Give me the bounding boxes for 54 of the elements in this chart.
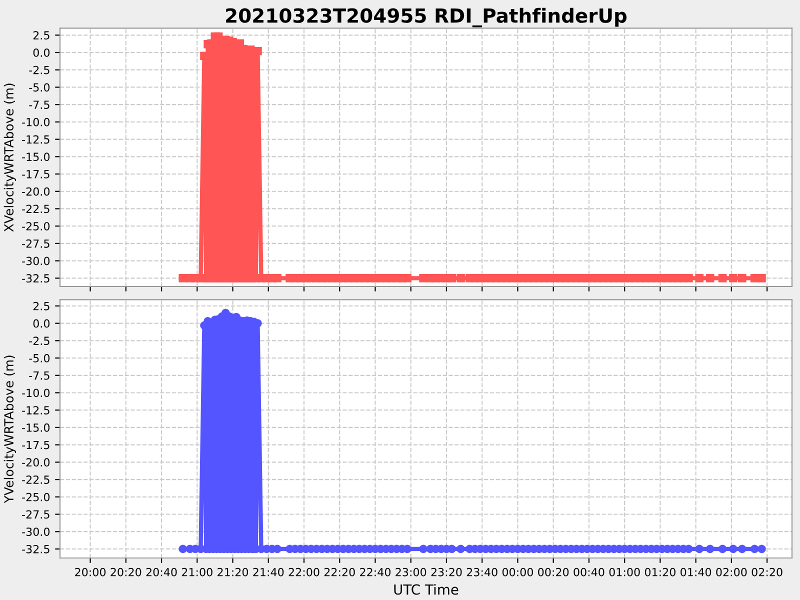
x-tick-label: 21:00 <box>182 568 212 576</box>
chart-title: 20210323T204955 RDI_PathfinderUp <box>226 8 627 28</box>
y-tick-label: -10.0 <box>22 388 50 398</box>
y-tick-label: -2.5 <box>29 66 50 74</box>
x-tick-label: 22:40 <box>360 568 391 576</box>
x-axis-title: UTC Time <box>394 584 458 595</box>
y-tick-label: -12.5 <box>22 135 50 144</box>
y-tick-label: 0.0 <box>33 319 50 328</box>
y-tick-label: -27.5 <box>22 239 50 248</box>
x-tick-label: 22:00 <box>288 568 320 576</box>
x-tick-label: 20:40 <box>146 568 177 576</box>
y-tick-label: -2.5 <box>29 336 50 346</box>
x-tick-label: 23:40 <box>466 568 498 576</box>
y-tick-label: -30.0 <box>22 256 50 266</box>
y-tick-label: -7.5 <box>29 372 50 380</box>
y-tick-label: -17.5 <box>22 440 50 450</box>
y-tick-label: -10.0 <box>22 118 50 126</box>
y-tick-label: -5.0 <box>29 83 50 92</box>
x-tick-label: 21:40 <box>253 568 284 576</box>
y-tick-label: -5.0 <box>29 354 50 362</box>
x-tick-label: 00:00 <box>502 568 533 576</box>
y-tick-label: -25.0 <box>22 222 50 230</box>
y-tick-label: 2.5 <box>33 302 50 310</box>
y-axis-title: YVelocityWRTAbove (m) <box>4 356 16 504</box>
x-tick-label: 23:20 <box>431 568 462 576</box>
y-tick-label: 0.0 <box>33 48 50 57</box>
x-tick-label: 02:20 <box>752 568 782 576</box>
x-tick-label: 00:20 <box>538 568 569 576</box>
y-tick-label: -32.5 <box>22 274 50 283</box>
x-tick-label: 02:00 <box>716 568 747 576</box>
x-tick-label: 20:00 <box>75 568 106 576</box>
y-tick-label: -20.0 <box>22 187 50 196</box>
y-tick-label: -7.5 <box>29 100 50 109</box>
y-tick-label: 2.5 <box>33 31 50 40</box>
y-tick-label: -22.5 <box>22 476 50 484</box>
y-tick-label: -12.5 <box>22 406 50 414</box>
x-tick-label: 20:20 <box>110 568 142 576</box>
x-tick-label: 01:00 <box>609 568 640 576</box>
x-tick-label: 01:20 <box>644 568 676 576</box>
x-tick-label: 01:40 <box>680 568 712 576</box>
y-tick-label: -30.0 <box>22 528 50 536</box>
y-tick-label: -27.5 <box>22 510 50 519</box>
y-tick-label: -25.0 <box>22 492 50 502</box>
y-tick-label: -15.0 <box>22 152 50 162</box>
x-tick-label: 00:40 <box>574 568 604 576</box>
y-tick-label: -22.5 <box>22 204 50 214</box>
x-tick-label: 21:20 <box>218 568 248 576</box>
y-tick-label: -32.5 <box>22 544 50 554</box>
y-tick-label: -15.0 <box>22 423 50 432</box>
x-tick-label: 22:20 <box>324 568 355 576</box>
y-tick-label: -20.0 <box>22 458 50 467</box>
y-axis-title: XVelocityWRTAbove (m) <box>4 84 16 232</box>
x-tick-label: 23:00 <box>396 568 426 576</box>
y-tick-label: -17.5 <box>22 170 50 178</box>
